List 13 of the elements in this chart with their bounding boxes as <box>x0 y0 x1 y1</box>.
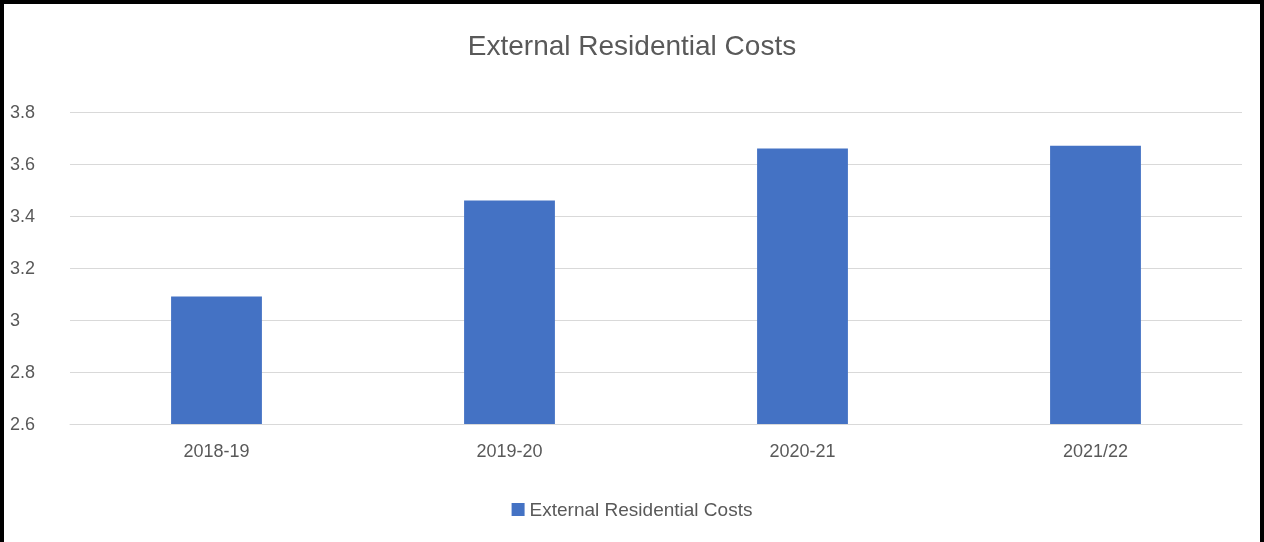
y-tick-label: 3.2 <box>10 258 36 278</box>
y-tick-label: 2.8 <box>10 362 36 382</box>
legend-label: External Residential Costs <box>529 499 753 520</box>
x-tick-label: 2018-19 <box>183 441 250 461</box>
y-tick-label: 3.8 <box>10 102 36 122</box>
y-tick-label: 3.4 <box>10 206 36 226</box>
x-tick-label: 2020-21 <box>769 441 836 461</box>
y-tick-label: 3.6 <box>10 154 36 174</box>
y-tick-label: 2.6 <box>10 414 36 434</box>
x-tick-label: 2019-20 <box>476 441 543 461</box>
chart-title: External Residential Costs <box>467 29 797 61</box>
y-tick-label: 3 <box>10 310 21 330</box>
x-tick-label: 2021/22 <box>1062 441 1129 461</box>
